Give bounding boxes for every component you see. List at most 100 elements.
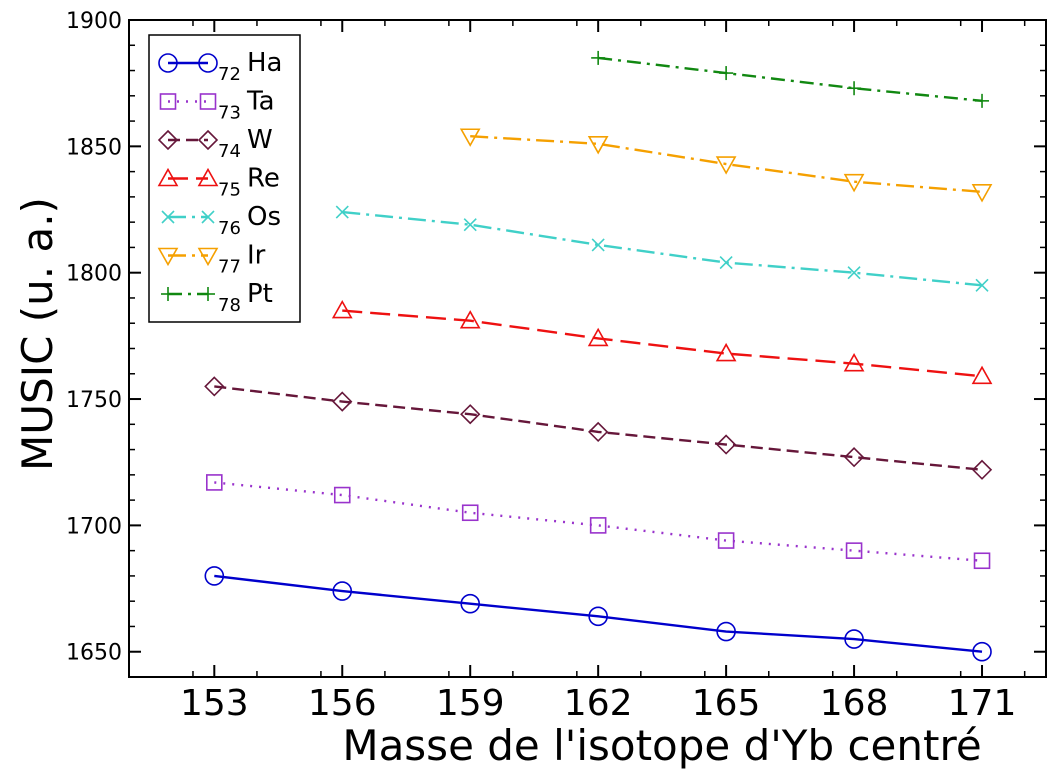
data-point-os xyxy=(591,238,605,252)
series-ir xyxy=(459,128,993,203)
legend-label: Ha xyxy=(247,48,282,78)
legend-marker xyxy=(198,53,218,73)
series-w xyxy=(204,376,993,480)
y-tick-label: 1800 xyxy=(66,262,122,287)
data-point-re xyxy=(971,365,993,385)
legend-item-os: 76 Os xyxy=(161,202,281,239)
legend-item-ir: 77 Ir xyxy=(157,241,266,278)
legend-subscript: 73 xyxy=(218,103,241,124)
legend-item-pt: 78 Pt xyxy=(161,279,273,316)
data-point-os xyxy=(335,205,349,219)
data-point-w xyxy=(588,421,609,443)
data-point-ta xyxy=(717,532,735,549)
legend-label: Pt xyxy=(247,279,273,309)
legend-marker xyxy=(157,247,179,267)
series-line-ta xyxy=(214,481,983,562)
data-point-ir xyxy=(715,156,737,175)
data-point-re xyxy=(331,299,353,319)
legend-subscript: 76 xyxy=(218,218,241,239)
data-point-re xyxy=(715,342,737,362)
series-line-ha xyxy=(214,574,983,653)
data-point-w xyxy=(843,447,865,468)
y-axis-title: MUSIC (u. a.) xyxy=(13,197,62,471)
data-point-ta xyxy=(333,486,351,504)
data-point-os xyxy=(975,278,989,292)
legend-label: Ta xyxy=(246,87,275,117)
data-point-re xyxy=(587,327,609,347)
x-axis-title: Masse de l'isotope d'Yb centré xyxy=(342,721,981,770)
legend-subscript: 74 xyxy=(218,141,241,162)
legend-marker xyxy=(199,93,217,110)
x-tick-label: 171 xyxy=(948,683,1017,724)
x-tick-label: 168 xyxy=(820,683,889,724)
data-point-ha xyxy=(588,606,608,627)
data-point-pt xyxy=(591,50,606,65)
legend-item-w: 74 W xyxy=(157,125,273,162)
legend-subscript: 72 xyxy=(218,64,241,85)
legend-marker xyxy=(161,210,175,224)
data-point-ta xyxy=(461,504,479,522)
data-point-ir xyxy=(587,136,609,155)
legend-subscript: 78 xyxy=(218,295,241,316)
legend-marker xyxy=(159,93,177,110)
x-tick-label: 156 xyxy=(308,683,377,724)
series-ha xyxy=(204,566,992,662)
legend-marker xyxy=(201,210,215,224)
legend-marker xyxy=(158,53,178,73)
data-point-ha xyxy=(972,641,992,662)
series-line-ir xyxy=(470,135,983,194)
data-point-w xyxy=(460,404,481,425)
series-line-w xyxy=(214,385,983,471)
data-point-ta xyxy=(206,474,223,491)
legend-marker xyxy=(197,167,219,187)
legend-label: Re xyxy=(247,164,280,194)
y-tick-label: 1700 xyxy=(66,514,122,539)
legend-marker xyxy=(161,287,175,301)
data-point-ir xyxy=(971,184,993,203)
data-point-ir xyxy=(459,128,481,147)
data-point-ta xyxy=(973,552,991,570)
data-point-w xyxy=(971,459,993,480)
data-point-re xyxy=(459,310,481,329)
axes: 153 156 159 162 165 168 171 1650 1700 1750 1800 185… xyxy=(66,9,1047,724)
series-ta xyxy=(206,474,991,570)
legend-item-ta: 73 Ta xyxy=(159,87,275,124)
series-line-os xyxy=(342,210,983,287)
legend-subscript: 75 xyxy=(218,180,241,201)
data-point-ha xyxy=(460,593,481,614)
y-tick-label: 1650 xyxy=(66,641,122,666)
data-point-ir xyxy=(843,173,865,193)
data-point-w xyxy=(332,391,353,412)
data-point-ta xyxy=(589,517,607,534)
data-point-re xyxy=(843,353,865,372)
data-point-ha xyxy=(716,621,736,642)
data-point-ha xyxy=(844,629,864,649)
data-point-w xyxy=(715,434,737,455)
legend-item-re: 75 Re xyxy=(157,164,280,201)
data-point-pt xyxy=(975,93,990,108)
data-point-w xyxy=(204,376,225,397)
legend-marker xyxy=(197,129,219,151)
data-point-os xyxy=(463,218,477,232)
legend-subscript: 77 xyxy=(218,257,241,278)
series-line-pt xyxy=(598,56,983,103)
x-tick-label: 162 xyxy=(564,683,633,724)
x-tick-label: 159 xyxy=(436,683,505,724)
data-point-ta xyxy=(845,542,863,559)
legend: 72 Ha 73 Ta 74 W 75 Re 76 Os 77 Ir 78 Pt xyxy=(148,34,301,323)
legend-marker xyxy=(157,167,179,187)
x-tick-label: 153 xyxy=(180,683,249,724)
series-os xyxy=(335,205,989,292)
legend-label: W xyxy=(247,125,273,155)
series-re xyxy=(331,299,993,385)
series-line-re xyxy=(342,309,983,378)
data-point-pt xyxy=(847,81,862,96)
data-point-os xyxy=(719,256,733,270)
legend-label: Os xyxy=(247,202,281,232)
data-point-ha xyxy=(204,566,225,586)
data-point-ha xyxy=(332,581,353,601)
y-tick-label: 1850 xyxy=(66,135,122,160)
legend-label: Ir xyxy=(247,241,266,271)
y-tick-label: 1900 xyxy=(66,9,122,34)
legend-item-ha: 72 Ha xyxy=(158,48,282,85)
